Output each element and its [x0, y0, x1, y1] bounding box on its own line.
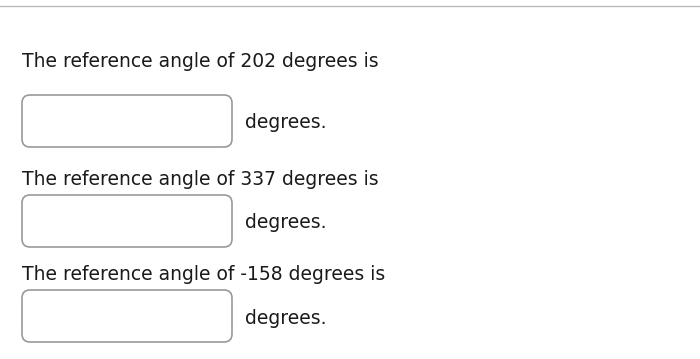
- FancyBboxPatch shape: [22, 195, 232, 247]
- FancyBboxPatch shape: [22, 95, 232, 147]
- Text: The reference angle of 202 degrees is: The reference angle of 202 degrees is: [22, 52, 379, 71]
- FancyBboxPatch shape: [22, 290, 232, 342]
- Text: The reference angle of 337 degrees is: The reference angle of 337 degrees is: [22, 170, 379, 189]
- Text: The reference angle of -158 degrees is: The reference angle of -158 degrees is: [22, 265, 385, 284]
- Text: degrees.: degrees.: [245, 213, 326, 232]
- Text: degrees.: degrees.: [245, 112, 326, 131]
- Text: degrees.: degrees.: [245, 308, 326, 327]
